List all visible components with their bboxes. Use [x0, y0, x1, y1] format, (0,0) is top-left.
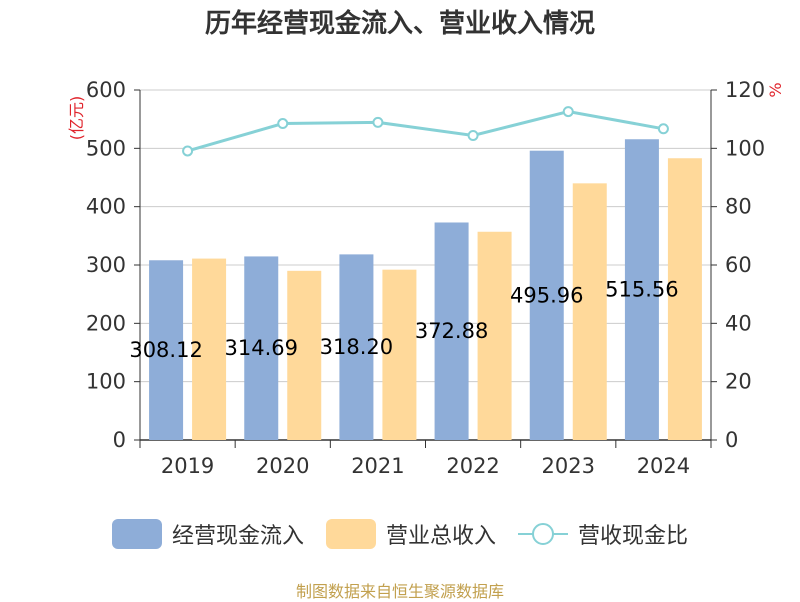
y-left-tick-label: 600 — [86, 78, 126, 102]
legend-item-ratio[interactable]: 营收现金比 — [518, 518, 688, 550]
legend-label-cash-inflow: 经营现金流入 — [171, 524, 304, 549]
ratio-point — [182, 145, 194, 157]
data-label: 515.56 — [605, 278, 678, 302]
y-left-unit: (亿元) — [67, 96, 86, 141]
source-note: 制图数据来自恒生聚源数据库 — [295, 582, 504, 601]
bars — [149, 139, 702, 441]
legend-swatch-revenue — [325, 519, 376, 549]
x-tick-label: 2021 — [351, 454, 404, 478]
bar-cash-inflow — [624, 139, 659, 441]
y-left-tick-label: 300 — [86, 253, 126, 277]
y-left-tick-label: 200 — [86, 311, 126, 335]
data-label: 308.12 — [129, 338, 202, 362]
bar-revenue — [667, 158, 702, 440]
chart-title: 历年经营现金流入、营业收入情况 — [204, 9, 595, 39]
legend-item-cash-inflow[interactable]: 经营现金流入 — [111, 518, 304, 550]
ratio-point — [372, 116, 384, 128]
bar-revenue — [287, 270, 322, 440]
x-tick-label: 2022 — [446, 454, 499, 478]
ratio-line-path — [187, 110, 664, 153]
y-left-tick-label: 400 — [86, 195, 126, 219]
bar-cash-inflow — [244, 256, 279, 440]
data-labels: 308.12 314.69 318.20 372.88 495.96 515.56 — [129, 278, 678, 363]
ratio-point — [467, 130, 479, 141]
gridlines — [140, 89, 711, 383]
data-label: 495.96 — [510, 283, 583, 307]
legend: 经营现金流入 营业总收入 营收现金比 — [0, 514, 800, 554]
y-right-tick-label: 40 — [725, 311, 752, 335]
y-right-tick-label: 60 — [725, 253, 752, 277]
y-right-tick-label: 100 — [725, 136, 765, 160]
y-right-tick-label: 0 — [725, 428, 738, 452]
bar-revenue — [382, 269, 417, 440]
legend-item-revenue[interactable]: 营业总收入 — [325, 518, 496, 550]
ratio-point — [657, 123, 669, 135]
legend-swatch-cash-inflow — [111, 519, 162, 549]
bar-revenue — [477, 231, 512, 440]
bar-cash-inflow — [434, 222, 469, 440]
data-label: 318.20 — [320, 335, 393, 359]
ratio-point — [562, 106, 574, 118]
y-left-tick-label: 500 — [86, 136, 126, 160]
ratio-point — [277, 118, 289, 130]
y-left-tick-label: 100 — [86, 370, 126, 394]
axes: 0 100 200 300 400 500 600 0 20 40 60 80 100 120 2019 20… — [86, 78, 765, 478]
y-right-tick-label: 120 — [725, 78, 765, 102]
legend-label-ratio: 营收现金比 — [578, 524, 689, 549]
x-tick-label: 2023 — [542, 454, 595, 478]
bar-revenue — [192, 258, 227, 440]
y-right-tick-label: 80 — [725, 195, 752, 219]
x-tick-label: 2024 — [637, 454, 690, 478]
bar-cash-inflow — [149, 260, 184, 440]
x-tick-label: 2019 — [161, 454, 214, 478]
legend-label-revenue: 营业总收入 — [385, 524, 496, 549]
x-tick-label: 2020 — [256, 454, 309, 478]
legend-swatch-ratio — [518, 519, 568, 549]
data-label: 372.88 — [415, 319, 488, 343]
bar-revenue — [572, 183, 607, 441]
ratio-line — [182, 106, 669, 157]
bar-cash-inflow — [529, 150, 564, 440]
y-right-unit: % — [766, 82, 785, 97]
bar-cash-inflow — [339, 254, 374, 440]
data-label: 314.69 — [225, 336, 298, 360]
y-left-tick-label: 0 — [113, 428, 126, 452]
y-right-tick-label: 20 — [725, 370, 752, 394]
